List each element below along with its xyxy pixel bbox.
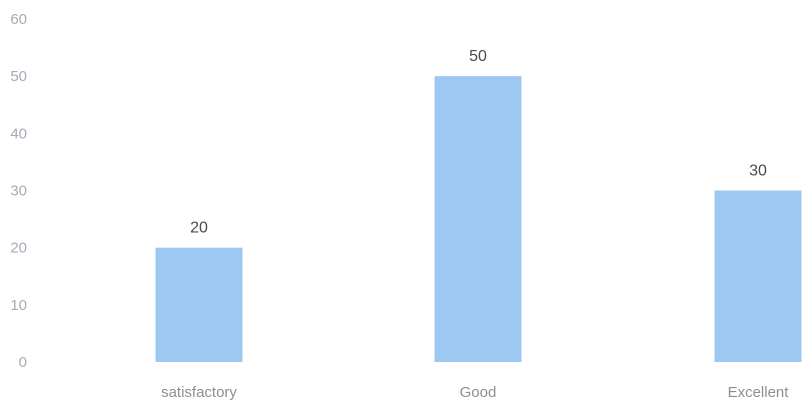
y-tick-label-20: 20	[10, 240, 27, 257]
x-tick-label-good: Good	[460, 384, 497, 401]
data-labels-group: 20 50 30	[190, 48, 767, 237]
data-label-excellent: 30	[749, 163, 767, 180]
data-label-satisfactory: 20	[190, 220, 208, 237]
data-label-good: 50	[469, 48, 487, 65]
x-axis-labels: satisfactory Good Excellent	[161, 384, 789, 401]
y-tick-label-40: 40	[10, 125, 27, 142]
y-tick-label-30: 30	[10, 183, 27, 200]
y-tick-label-60: 60	[10, 11, 27, 28]
y-tick-label-0: 0	[19, 354, 27, 371]
bar-excellent	[714, 190, 802, 362]
y-axis-ticks: 0 10 20 30 40 50 60	[10, 11, 27, 371]
x-tick-label-excellent: Excellent	[728, 384, 790, 401]
bar-satisfactory	[155, 247, 243, 362]
y-tick-label-50: 50	[10, 68, 27, 85]
y-tick-label-10: 10	[10, 297, 27, 314]
bar-good	[434, 76, 522, 363]
x-tick-label-satisfactory: satisfactory	[161, 384, 237, 401]
bars-group	[155, 76, 802, 363]
